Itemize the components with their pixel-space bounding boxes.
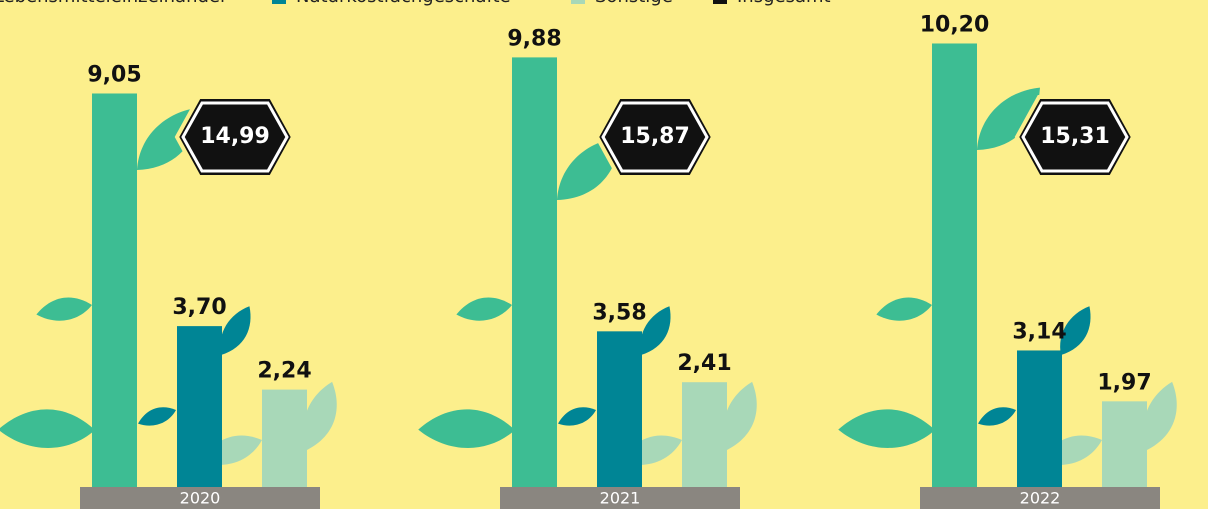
total-label: 15,87	[620, 124, 690, 149]
x-tick-label: 2022	[1020, 489, 1061, 508]
value-label: 1,97	[1097, 370, 1151, 395]
legend-label: Insgesamt	[737, 0, 831, 7]
legend-label: Naturkostfachgeschäfte	[296, 0, 511, 7]
bar	[1102, 401, 1147, 487]
leaf	[303, 381, 337, 450]
value-label: 9,05	[87, 62, 141, 87]
total-hexagon	[1014, 95, 1136, 179]
legend-label: Lebensmitteleinzelhandel	[0, 0, 225, 7]
legend-label: Sonstige	[595, 0, 673, 7]
category-band	[920, 487, 1160, 509]
bar	[177, 326, 222, 487]
value-label: 3,58	[592, 300, 646, 325]
category-band	[500, 487, 740, 509]
total-hexagon	[174, 95, 296, 179]
value-label: 2,41	[677, 351, 731, 376]
bar	[1017, 350, 1062, 487]
leaf	[723, 381, 757, 450]
value-label: 9,88	[507, 26, 561, 51]
legend-swatch	[571, 0, 585, 4]
leaf	[220, 306, 251, 355]
total-label: 15,31	[1040, 124, 1110, 149]
bar	[597, 331, 642, 487]
hexagon-border	[181, 101, 289, 173]
total-label: 14,99	[200, 124, 270, 149]
bar	[92, 93, 137, 488]
x-tick-label: 2020	[180, 489, 221, 508]
value-label: 3,70	[172, 295, 226, 320]
leaf	[558, 407, 596, 426]
leaf	[978, 407, 1016, 426]
leaf	[640, 306, 671, 355]
leaf	[1060, 306, 1091, 355]
leaf	[418, 409, 515, 448]
legend-swatch	[272, 0, 286, 4]
bar	[262, 389, 307, 487]
leaf	[876, 297, 932, 321]
category-band	[80, 487, 320, 509]
leaf	[0, 409, 95, 448]
bar	[932, 43, 977, 487]
leaf	[36, 297, 92, 321]
hexagon-border	[1021, 101, 1129, 173]
bar	[682, 382, 727, 487]
x-tick-label: 2021	[600, 489, 641, 508]
leaf	[977, 87, 1040, 150]
leaf	[838, 409, 935, 448]
legend-swatch	[713, 0, 727, 4]
leaf	[456, 297, 512, 321]
leaf	[138, 407, 176, 426]
total-hexagon	[594, 95, 716, 179]
bar	[512, 57, 557, 488]
value-label: 3,14	[1012, 319, 1066, 344]
value-label: 10,20	[920, 12, 990, 37]
leaf	[1143, 381, 1177, 450]
hexagon-border	[601, 101, 709, 173]
value-label: 2,24	[257, 359, 311, 384]
